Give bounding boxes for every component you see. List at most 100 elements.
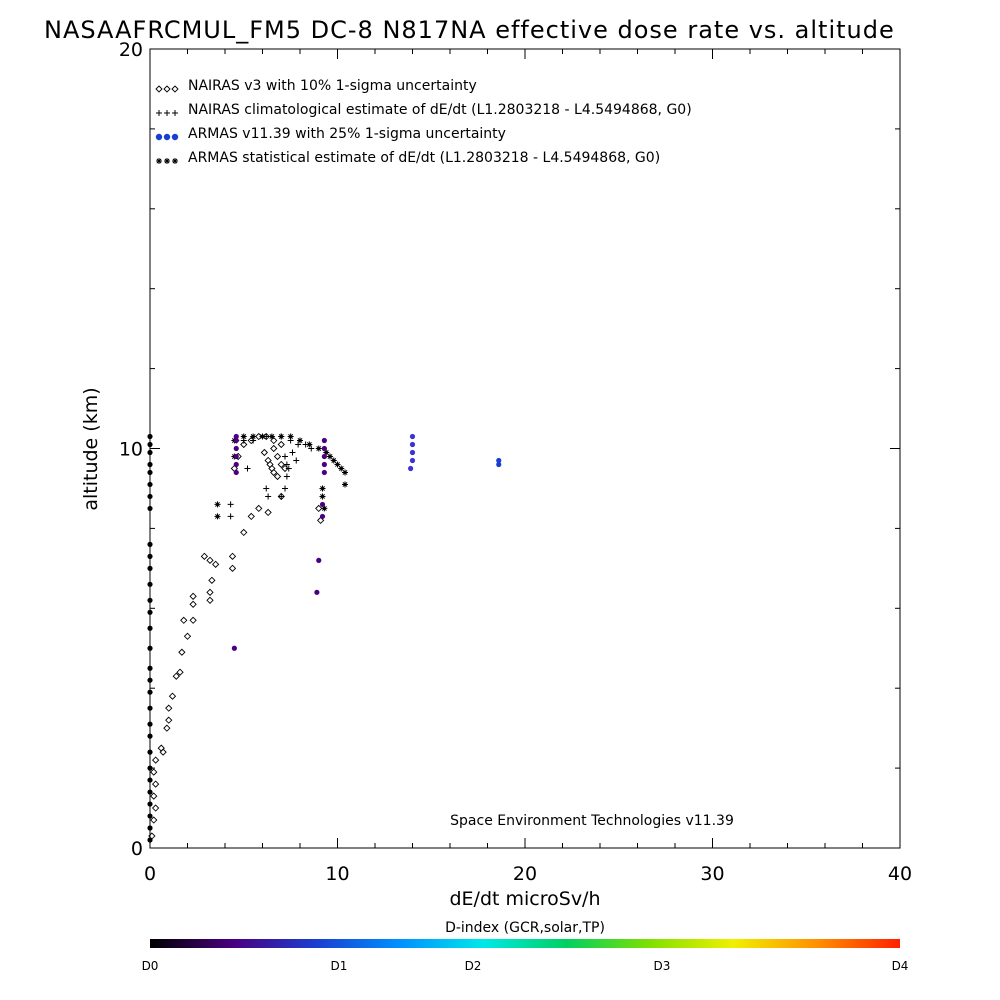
data-point bbox=[147, 597, 153, 603]
data-point bbox=[334, 461, 341, 468]
data-point bbox=[168, 692, 177, 700]
data-point bbox=[409, 441, 416, 448]
data-point bbox=[147, 705, 153, 711]
data-point bbox=[319, 493, 326, 500]
data-point bbox=[283, 473, 290, 480]
x-tick-label: 10 bbox=[325, 863, 349, 885]
y-axis-label: altitude (km) bbox=[80, 387, 102, 510]
colorbar-tick-label: D4 bbox=[892, 959, 909, 973]
data-point bbox=[342, 469, 348, 476]
data-points bbox=[147, 432, 502, 843]
data-point bbox=[315, 504, 323, 513]
legend-symbol bbox=[172, 110, 178, 116]
data-point bbox=[233, 469, 239, 476]
data-point bbox=[157, 744, 165, 752]
data-point bbox=[293, 457, 300, 464]
data-point bbox=[496, 461, 502, 468]
x-tick-label: 30 bbox=[700, 863, 724, 885]
data-point bbox=[268, 433, 275, 440]
data-point bbox=[147, 481, 153, 488]
y-tick-labels: 0 10 20 bbox=[119, 39, 143, 860]
data-point bbox=[228, 552, 237, 561]
data-point bbox=[321, 437, 327, 444]
data-point bbox=[147, 777, 153, 783]
data-point bbox=[147, 689, 153, 695]
data-point bbox=[277, 440, 285, 449]
x-axis-label: dE/dt microSv/h bbox=[449, 888, 600, 910]
y-tick-label: 20 bbox=[119, 39, 143, 61]
data-point bbox=[233, 433, 239, 440]
legend-symbol bbox=[164, 110, 170, 116]
chart-title: NASAAFRCMUL_FM5 DC-8 N817NA effective do… bbox=[44, 16, 895, 44]
data-point bbox=[255, 432, 263, 441]
legend-symbol bbox=[155, 85, 163, 93]
data-point bbox=[227, 501, 234, 508]
data-point bbox=[165, 716, 173, 724]
data-point bbox=[208, 576, 216, 584]
data-point bbox=[214, 501, 221, 508]
data-point bbox=[244, 465, 251, 472]
data-point bbox=[147, 609, 153, 615]
legend-label: ARMAS v11.39 with 25% 1-sigma uncertaint… bbox=[188, 126, 506, 142]
data-point bbox=[147, 469, 153, 476]
data-point bbox=[147, 645, 153, 651]
data-point bbox=[147, 493, 153, 500]
data-point bbox=[321, 505, 328, 512]
data-point bbox=[283, 461, 290, 468]
data-point bbox=[147, 461, 153, 468]
data-point bbox=[151, 780, 160, 788]
data-point bbox=[147, 721, 153, 727]
data-point bbox=[233, 461, 239, 468]
data-point bbox=[319, 485, 326, 492]
data-point bbox=[147, 765, 153, 771]
data-point bbox=[159, 748, 167, 756]
legend-symbol bbox=[163, 85, 171, 93]
data-point bbox=[240, 433, 247, 440]
data-point bbox=[147, 813, 153, 819]
data-point bbox=[259, 433, 266, 440]
legend-symbol bbox=[171, 133, 179, 141]
data-point bbox=[165, 704, 173, 712]
x-tick-label: 20 bbox=[513, 863, 537, 885]
tick-marks bbox=[149, 48, 901, 849]
data-point bbox=[321, 469, 327, 476]
data-point bbox=[147, 553, 153, 559]
data-point bbox=[297, 437, 303, 444]
data-point bbox=[147, 801, 153, 807]
data-point bbox=[147, 837, 153, 843]
data-point bbox=[147, 749, 153, 755]
y-tick-label: 10 bbox=[119, 439, 143, 461]
data-point bbox=[228, 564, 237, 572]
data-point bbox=[147, 825, 153, 831]
legend-symbol bbox=[171, 85, 179, 93]
data-point bbox=[206, 596, 214, 604]
data-point bbox=[147, 789, 153, 795]
data-point bbox=[189, 600, 197, 608]
data-point bbox=[233, 437, 239, 444]
colorbar-title: D-index (GCR,solar,TP) bbox=[445, 920, 605, 936]
data-point bbox=[321, 445, 327, 452]
y-tick-label: 0 bbox=[131, 838, 143, 860]
data-point bbox=[321, 453, 327, 460]
colorbar-tick-label: D2 bbox=[465, 959, 482, 973]
data-point bbox=[273, 472, 282, 481]
data-point bbox=[147, 541, 153, 547]
data-point bbox=[260, 448, 269, 457]
data-point bbox=[150, 768, 158, 776]
data-point bbox=[266, 460, 274, 469]
data-point bbox=[206, 556, 214, 564]
data-point bbox=[147, 665, 153, 671]
data-point bbox=[319, 501, 326, 508]
data-point bbox=[277, 460, 285, 469]
data-point bbox=[147, 677, 153, 683]
data-point bbox=[147, 565, 153, 571]
legend-symbol bbox=[155, 133, 163, 141]
data-point bbox=[409, 457, 416, 464]
data-point bbox=[287, 433, 294, 440]
data-point bbox=[147, 733, 153, 739]
data-point bbox=[211, 560, 220, 568]
legend-symbol bbox=[156, 110, 162, 116]
data-point bbox=[214, 513, 221, 520]
legend-symbol bbox=[163, 133, 171, 141]
